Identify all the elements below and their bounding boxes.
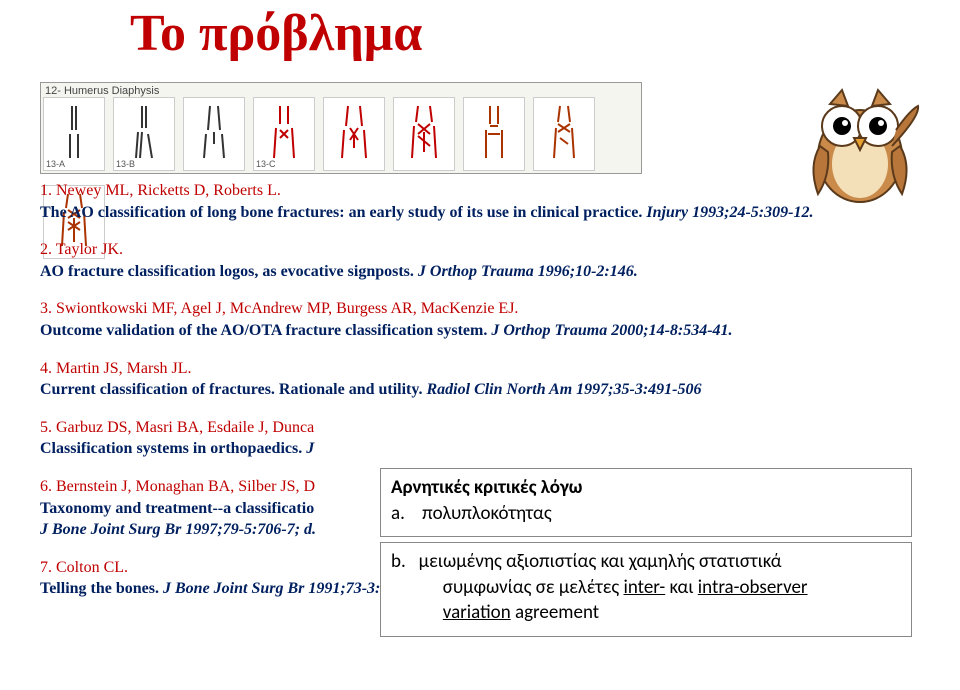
fracture-thumb — [323, 97, 385, 171]
ref-number: 4. — [40, 360, 52, 377]
ref-journal: J Orthop Trauma 1996;10-2:146. — [418, 263, 638, 280]
fracture-thumb: 13-B — [113, 97, 175, 171]
ref-title: Current classification of fractures. Rat… — [40, 381, 423, 398]
ref-title: Classification systems in orthopaedics. — [40, 440, 302, 457]
ref-authors: Colton CL. — [56, 559, 128, 576]
ref-number: 5. — [40, 419, 52, 436]
ref-authors: Martin JS, Marsh JL. — [56, 360, 192, 377]
fracture-thumb — [183, 97, 245, 171]
ref-number: 6. — [40, 478, 52, 495]
ref-title: Telling the bones. — [40, 580, 159, 597]
ref-number: 7. — [40, 559, 52, 576]
criticism-point-a: a. πολυπλοκότητας — [391, 501, 901, 527]
ref-authors: Garbuz DS, Masri BA, Esdaile J, Dunca — [56, 419, 314, 436]
fracture-thumb — [533, 97, 595, 171]
fracture-thumb — [463, 97, 525, 171]
figure-panel: 12- Humerus Diaphysis 13-A 13-B 13-C — [40, 82, 642, 174]
ref-number: 3. — [40, 300, 52, 317]
reference-item: 5. Garbuz DS, Masri BA, Esdaile J, Dunca… — [40, 417, 920, 460]
fracture-thumb — [393, 97, 455, 171]
criticism-box-2: b. μειωμένης αξιοπιστίας και χαμηλής στα… — [380, 542, 912, 637]
ref-number: 1. — [40, 182, 52, 199]
ref-authors: Swiontkowski MF, Agel J, McAndrew MP, Bu… — [56, 300, 518, 317]
slide-title: Το πρόβλημα — [130, 4, 422, 63]
ref-title: Outcome validation of the AO/OTA fractur… — [40, 322, 487, 339]
ref-title: Taxonomy and treatment--a classificatio — [40, 500, 314, 517]
reference-item: 1. Newey ML, Ricketts D, Roberts L. The … — [40, 180, 920, 223]
ref-authors: Taylor JK. — [56, 241, 123, 258]
ref-journal: Injury 1993;24-5:309-12. — [646, 204, 813, 221]
reference-item: 3. Swiontkowski MF, Agel J, McAndrew MP,… — [40, 298, 920, 341]
fracture-thumb: 13-A — [43, 97, 105, 171]
ref-title: AO fracture classification logos, as evo… — [40, 263, 414, 280]
criticism-point-b: b. μειωμένης αξιοπιστίας και χαμηλής στα… — [391, 549, 901, 626]
ref-title: The AO classification of long bone fract… — [40, 204, 642, 221]
ref-authors: Bernstein J, Monaghan BA, Silber JS, D — [56, 478, 315, 495]
criticism-heading: Αρνητικές κριτικές λόγω — [391, 475, 901, 501]
figure-header: 12- Humerus Diaphysis — [45, 85, 159, 97]
ref-number: 2. — [40, 241, 52, 258]
reference-item: 2. Taylor JK. AO fracture classification… — [40, 239, 920, 282]
ref-journal: J Orthop Trauma 2000;14-8:534-41. — [491, 322, 732, 339]
reference-item: 4. Martin JS, Marsh JL. Current classifi… — [40, 358, 920, 401]
ref-journal: J — [306, 440, 314, 457]
fracture-thumb: 13-C — [253, 97, 315, 171]
ref-journal: J Bone Joint Surg Br 1997;79-5:706-7; d. — [40, 521, 316, 538]
criticism-box-1: Αρνητικές κριτικές λόγω a. πολυπλοκότητα… — [380, 468, 912, 537]
ref-authors: Newey ML, Ricketts D, Roberts L. — [56, 182, 281, 199]
ref-journal: Radiol Clin North Am 1997;35-3:491-506 — [427, 381, 702, 398]
